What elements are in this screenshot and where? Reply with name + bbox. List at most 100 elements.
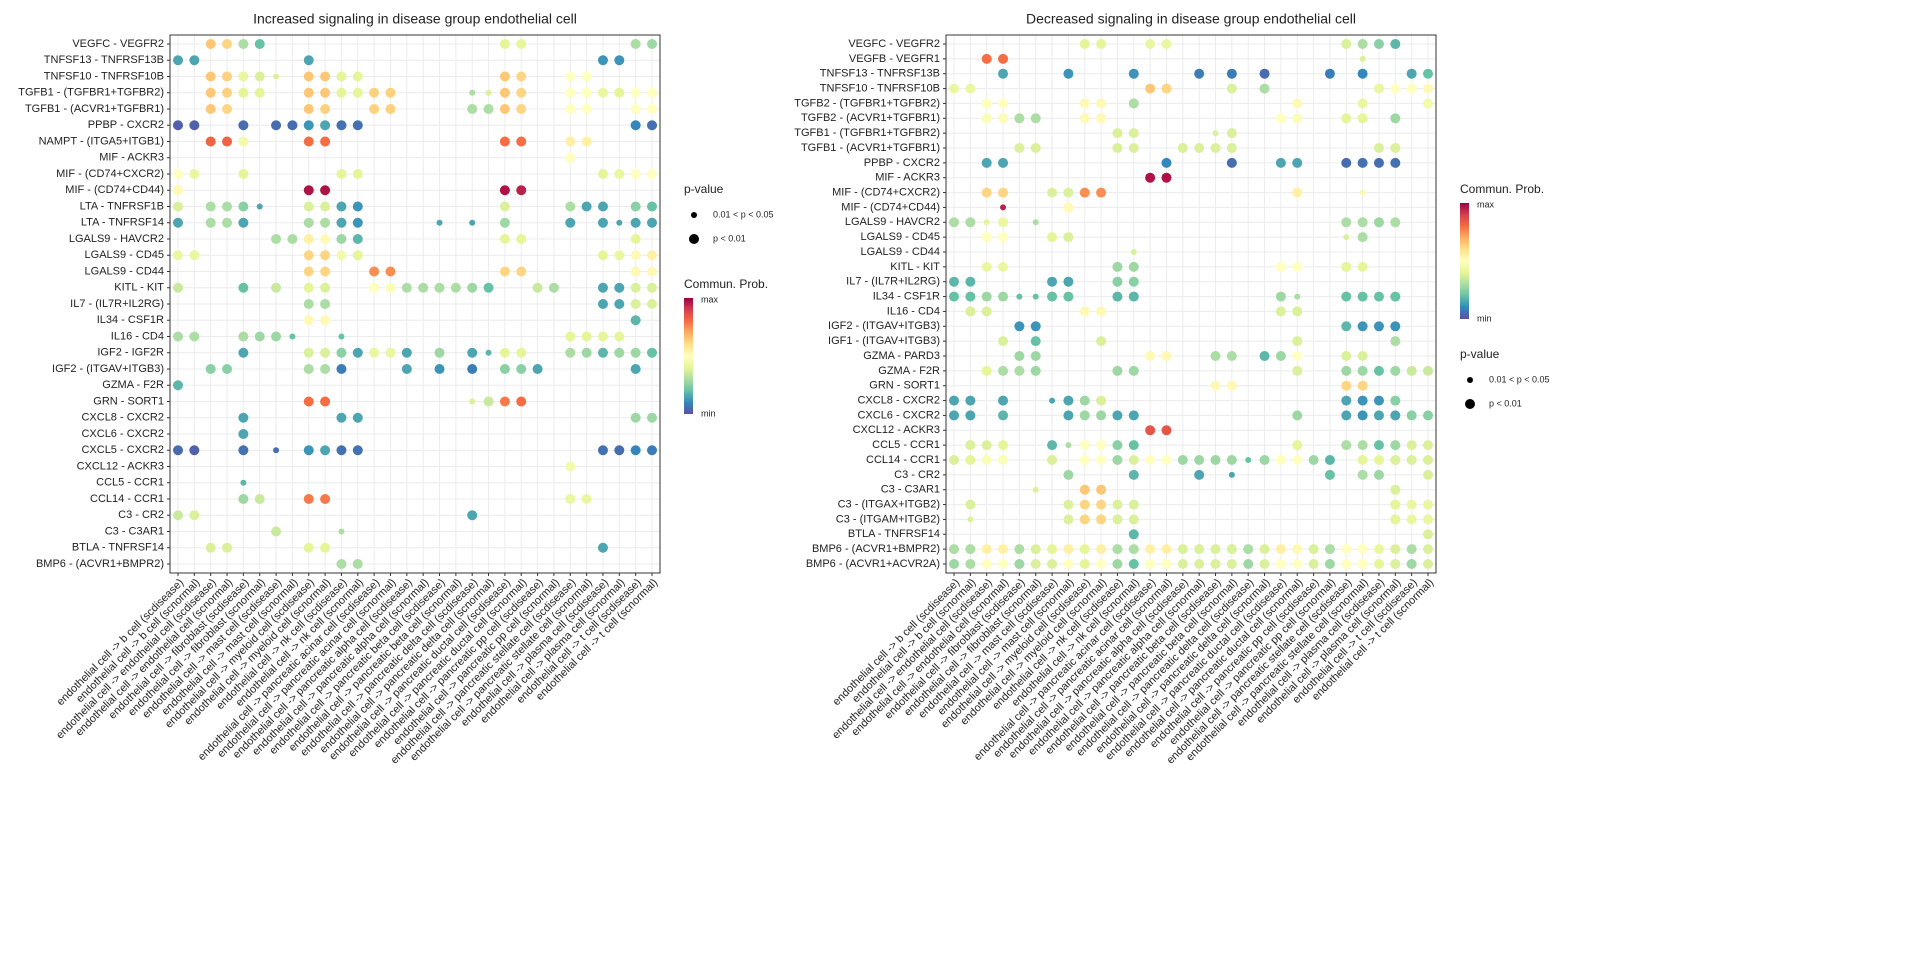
dot	[630, 299, 641, 309]
dot	[647, 266, 657, 277]
y-tick-label: PPBP - CXCR2	[864, 157, 940, 169]
colorbar-max: max	[1477, 199, 1495, 209]
dot	[189, 331, 200, 342]
dot	[647, 299, 657, 309]
dot	[1112, 499, 1123, 510]
y-tick-label: C3 - C3AR1	[881, 484, 940, 496]
dot	[1030, 559, 1041, 569]
dot	[949, 559, 959, 569]
dot	[271, 120, 282, 131]
dot	[369, 266, 380, 277]
dot	[238, 71, 249, 82]
dot	[303, 185, 314, 196]
dot	[320, 250, 331, 261]
dot	[998, 217, 1009, 228]
dot	[469, 89, 476, 96]
dot	[1096, 559, 1107, 569]
legend-title: Commun. Prob.	[684, 277, 768, 291]
dot	[352, 217, 363, 228]
dot	[630, 412, 641, 423]
dot	[287, 234, 298, 244]
dot	[1014, 365, 1025, 376]
dot	[401, 282, 412, 293]
dot	[238, 169, 249, 179]
dot	[238, 217, 249, 228]
dot	[352, 445, 363, 456]
dot	[998, 455, 1009, 465]
dot	[1145, 39, 1156, 49]
dot	[1357, 217, 1368, 228]
dot	[1390, 395, 1401, 406]
dot	[614, 299, 625, 309]
y-tick-label: TNFSF13 - TNFRSF13B	[44, 54, 164, 66]
dot	[1145, 83, 1156, 94]
dot	[320, 282, 331, 293]
dot	[1275, 544, 1286, 555]
dot	[1341, 410, 1352, 421]
dot	[1357, 440, 1368, 451]
dot	[597, 445, 608, 456]
dot	[1275, 455, 1286, 465]
dot	[320, 120, 331, 131]
dot	[1226, 559, 1237, 569]
dot	[1259, 559, 1270, 569]
y-tick-label: PPBP - CXCR2	[88, 119, 164, 131]
dot	[434, 282, 445, 293]
dot	[597, 282, 608, 293]
dot	[352, 201, 363, 212]
dot	[1030, 113, 1041, 124]
dot	[338, 333, 345, 340]
dot	[254, 331, 265, 342]
dot	[1096, 395, 1107, 406]
dot	[1341, 365, 1352, 376]
dot	[949, 455, 959, 465]
dot	[1259, 83, 1270, 94]
dot	[1194, 544, 1205, 555]
dot	[1292, 351, 1303, 361]
y-tick-label: C3 - CR2	[118, 509, 164, 521]
dot	[597, 347, 608, 358]
dot	[320, 104, 331, 114]
dot	[499, 87, 510, 98]
y-tick-label: CXCL12 - ACKR3	[77, 460, 164, 472]
dot	[222, 542, 233, 553]
colorbar-min: min	[1477, 313, 1492, 323]
y-tick-label: GZMA - PARD3	[863, 350, 940, 362]
dot	[597, 331, 608, 342]
dot	[1128, 291, 1139, 302]
dot	[1423, 365, 1433, 376]
dot	[1096, 514, 1107, 525]
dot	[320, 234, 331, 244]
dot	[1226, 157, 1237, 168]
dot	[965, 276, 976, 287]
dot	[336, 217, 347, 228]
dot	[1112, 514, 1123, 525]
dot	[1079, 98, 1090, 109]
dot	[303, 55, 314, 66]
dot	[1341, 39, 1352, 49]
dot	[352, 347, 363, 358]
dot	[1423, 469, 1433, 480]
dot	[1128, 276, 1139, 287]
dot	[1161, 351, 1172, 361]
dot	[1096, 499, 1107, 510]
dot	[238, 39, 249, 49]
dot	[1275, 261, 1286, 272]
dot	[238, 494, 249, 504]
dot	[516, 185, 527, 196]
dot	[630, 104, 641, 114]
dot	[647, 104, 657, 114]
dot	[949, 395, 959, 406]
legend-label: p < 0.01	[1489, 398, 1522, 408]
dot	[1063, 499, 1074, 510]
y-tick-label: MIF - (CD74+CXCR2)	[56, 168, 164, 180]
dot	[1079, 455, 1090, 465]
y-tick-label: IL34 - CSF1R	[873, 290, 940, 302]
dot	[998, 53, 1009, 64]
dot	[336, 120, 347, 131]
dot	[1079, 440, 1090, 451]
dot	[1373, 157, 1384, 168]
dot	[1373, 544, 1384, 555]
dot	[271, 234, 282, 244]
dot	[998, 544, 1009, 555]
